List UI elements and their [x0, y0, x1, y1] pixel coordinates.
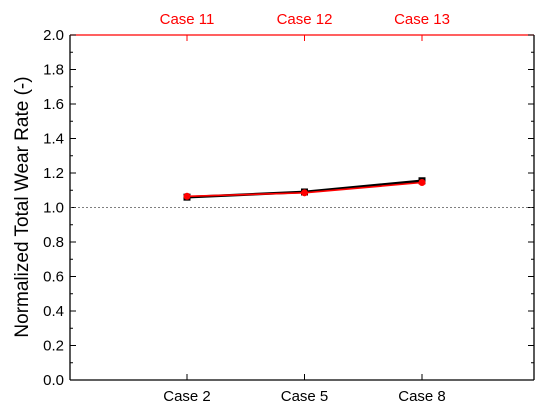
- y-axis-title: Normalized Total Wear Rate (-): [12, 76, 33, 337]
- y-tick-label: 1.6: [43, 96, 64, 113]
- y-tick-label: 0.8: [43, 234, 64, 251]
- x-top-tick-label: Case 12: [277, 11, 333, 28]
- y-tick-label: 1.0: [43, 200, 64, 217]
- series-group: [183, 177, 426, 201]
- y-tick-label: 1.8: [43, 62, 64, 79]
- x-axis-bottom-ticks: Case 2 Case 5 Case 8: [163, 374, 446, 405]
- y-tick-label: 0.0: [43, 372, 64, 389]
- x-top-tick-label: Case 11: [160, 11, 215, 28]
- x-bottom-tick-label: Case 5: [281, 388, 329, 405]
- series-point-top: [418, 178, 426, 186]
- x-bottom-tick-label: Case 8: [398, 388, 446, 405]
- y-tick-label: 0.2: [43, 338, 64, 355]
- y-axis-ticks: 0.0 0.2 0.4 0.6 0.8 1.0 1.2 1.4 1.6 1.8 2.0: [43, 27, 534, 389]
- y-tick-label: 1.4: [43, 131, 64, 148]
- y-tick-label: 0.6: [43, 269, 64, 286]
- y-tick-label: 2.0: [43, 27, 64, 44]
- y-tick-label: 0.4: [43, 303, 64, 320]
- x-axis-top-ticks: Case 11 Case 12 Case 13: [160, 11, 450, 41]
- x-top-tick-label: Case 13: [394, 11, 450, 28]
- x-bottom-tick-label: Case 2: [163, 388, 211, 405]
- series-point-top: [183, 192, 191, 200]
- y-tick-label: 1.2: [43, 165, 64, 182]
- series-point-top: [301, 189, 308, 197]
